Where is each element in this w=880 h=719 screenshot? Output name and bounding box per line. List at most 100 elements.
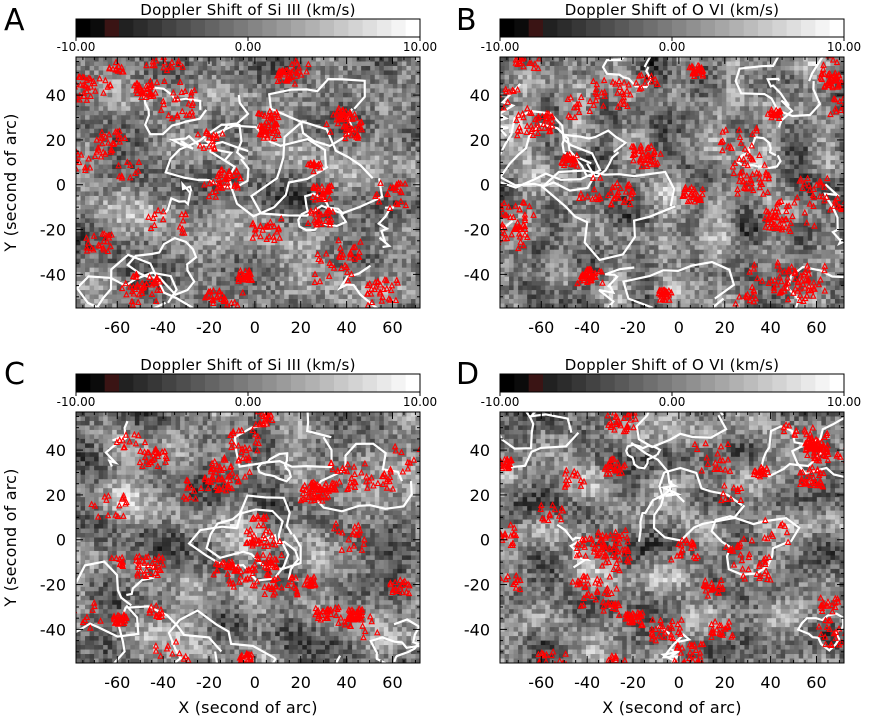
heatmap-cell xyxy=(365,88,371,94)
marker-triangle xyxy=(67,78,72,83)
heatmap-cell xyxy=(202,249,208,255)
heatmap-cell xyxy=(347,227,353,233)
heatmap-cell xyxy=(329,70,335,76)
heatmap-cell xyxy=(257,191,263,197)
heatmap-cell xyxy=(94,124,100,130)
heatmap-cell xyxy=(397,101,403,107)
heatmap-cell xyxy=(352,218,358,224)
heatmap-cell xyxy=(89,133,95,139)
heatmap-cell xyxy=(234,245,240,251)
heatmap-cell xyxy=(166,92,172,98)
marker-triangle xyxy=(298,71,305,78)
heatmap-cell xyxy=(229,110,235,116)
heatmap-cell xyxy=(103,285,109,291)
heatmap-cell xyxy=(216,258,222,264)
heatmap-cell xyxy=(306,299,312,305)
heatmap-cell xyxy=(415,110,420,116)
heatmap-cell xyxy=(198,213,204,219)
heatmap-cell xyxy=(189,191,195,197)
heatmap-cell xyxy=(80,285,86,291)
heatmap-cell xyxy=(116,299,122,305)
heatmap-cell xyxy=(415,213,420,219)
heatmap-cell xyxy=(347,299,353,305)
heatmap-cell xyxy=(130,119,136,125)
heatmap-cell xyxy=(397,115,403,121)
heatmap-cell xyxy=(306,245,312,251)
heatmap-cell xyxy=(234,169,240,175)
heatmap-cell xyxy=(343,178,349,183)
heatmap-cell xyxy=(397,218,403,224)
heatmap-cell xyxy=(275,83,281,89)
heatmap-cell xyxy=(288,119,294,125)
heatmap-cell xyxy=(112,133,118,139)
heatmap-cell xyxy=(315,227,321,233)
heatmap-cell xyxy=(243,281,249,287)
heatmap-cell xyxy=(252,258,258,264)
heatmap-cell xyxy=(261,164,267,170)
heatmap-cell xyxy=(374,57,380,62)
heatmap-cell xyxy=(198,294,204,300)
heatmap-cell xyxy=(415,155,420,161)
heatmap-cell xyxy=(320,249,326,255)
marker-triangle xyxy=(252,229,259,237)
heatmap-cell xyxy=(225,245,231,251)
heatmap-cell xyxy=(261,178,267,183)
heatmap-cell xyxy=(252,209,258,215)
marker-triangle xyxy=(270,222,278,230)
heatmap-cell xyxy=(275,97,281,103)
heatmap-cell xyxy=(270,101,276,107)
heatmap-cell xyxy=(211,263,217,269)
heatmap-cell xyxy=(166,227,172,233)
heatmap-cell xyxy=(238,299,244,305)
heatmap-cell xyxy=(397,146,403,152)
heatmap-cell xyxy=(121,231,127,237)
heatmap-cell xyxy=(343,227,349,233)
heatmap-cell xyxy=(180,169,186,175)
heatmap-cell xyxy=(361,142,367,148)
heatmap-cell xyxy=(134,240,140,246)
heatmap-cell xyxy=(343,200,349,206)
heatmap-cell xyxy=(365,204,371,210)
heatmap-cell xyxy=(284,236,290,242)
marker-triangle xyxy=(76,150,82,158)
marker-triangle xyxy=(188,107,196,115)
heatmap-cell xyxy=(130,97,136,103)
heatmap-cell xyxy=(320,276,326,282)
heatmap-cell xyxy=(211,258,217,264)
heatmap-cell xyxy=(397,133,403,139)
heatmap-cell xyxy=(171,240,177,246)
heatmap-cell xyxy=(388,231,394,237)
heatmap-cell xyxy=(279,254,285,260)
heatmap-cell xyxy=(370,106,376,112)
heatmap-cell xyxy=(410,133,416,139)
heatmap-cell xyxy=(130,61,136,67)
heatmap-cell xyxy=(98,236,104,242)
heatmap-cell xyxy=(388,74,394,80)
marker-triangle xyxy=(251,225,259,233)
heatmap-cell xyxy=(370,222,376,228)
heatmap-cell xyxy=(365,218,371,224)
heatmap-cell xyxy=(94,101,100,107)
heatmap-cell xyxy=(334,57,340,62)
heatmap-cell xyxy=(157,101,163,107)
heatmap-cell xyxy=(103,258,109,264)
heatmap-cell xyxy=(379,249,385,255)
heatmap-cell xyxy=(297,186,303,192)
heatmap-cell xyxy=(121,240,127,246)
heatmap-cell xyxy=(175,79,181,85)
heatmap-cell xyxy=(383,110,389,116)
heatmap-cell xyxy=(288,204,294,210)
heatmap-cell xyxy=(397,245,403,251)
heatmap-cell xyxy=(410,240,416,246)
heatmap-cell xyxy=(166,61,172,67)
heatmap-cell xyxy=(243,97,249,103)
heatmap-cell xyxy=(257,263,263,269)
heatmap-cell xyxy=(94,182,100,188)
marker-triangle xyxy=(85,154,92,162)
marker-triangle xyxy=(342,122,350,130)
heatmap-cell xyxy=(401,299,407,305)
heatmap-cell xyxy=(89,218,95,224)
heatmap-cell xyxy=(415,236,420,242)
heatmap-cell xyxy=(121,299,127,305)
heatmap-cell xyxy=(162,191,168,197)
